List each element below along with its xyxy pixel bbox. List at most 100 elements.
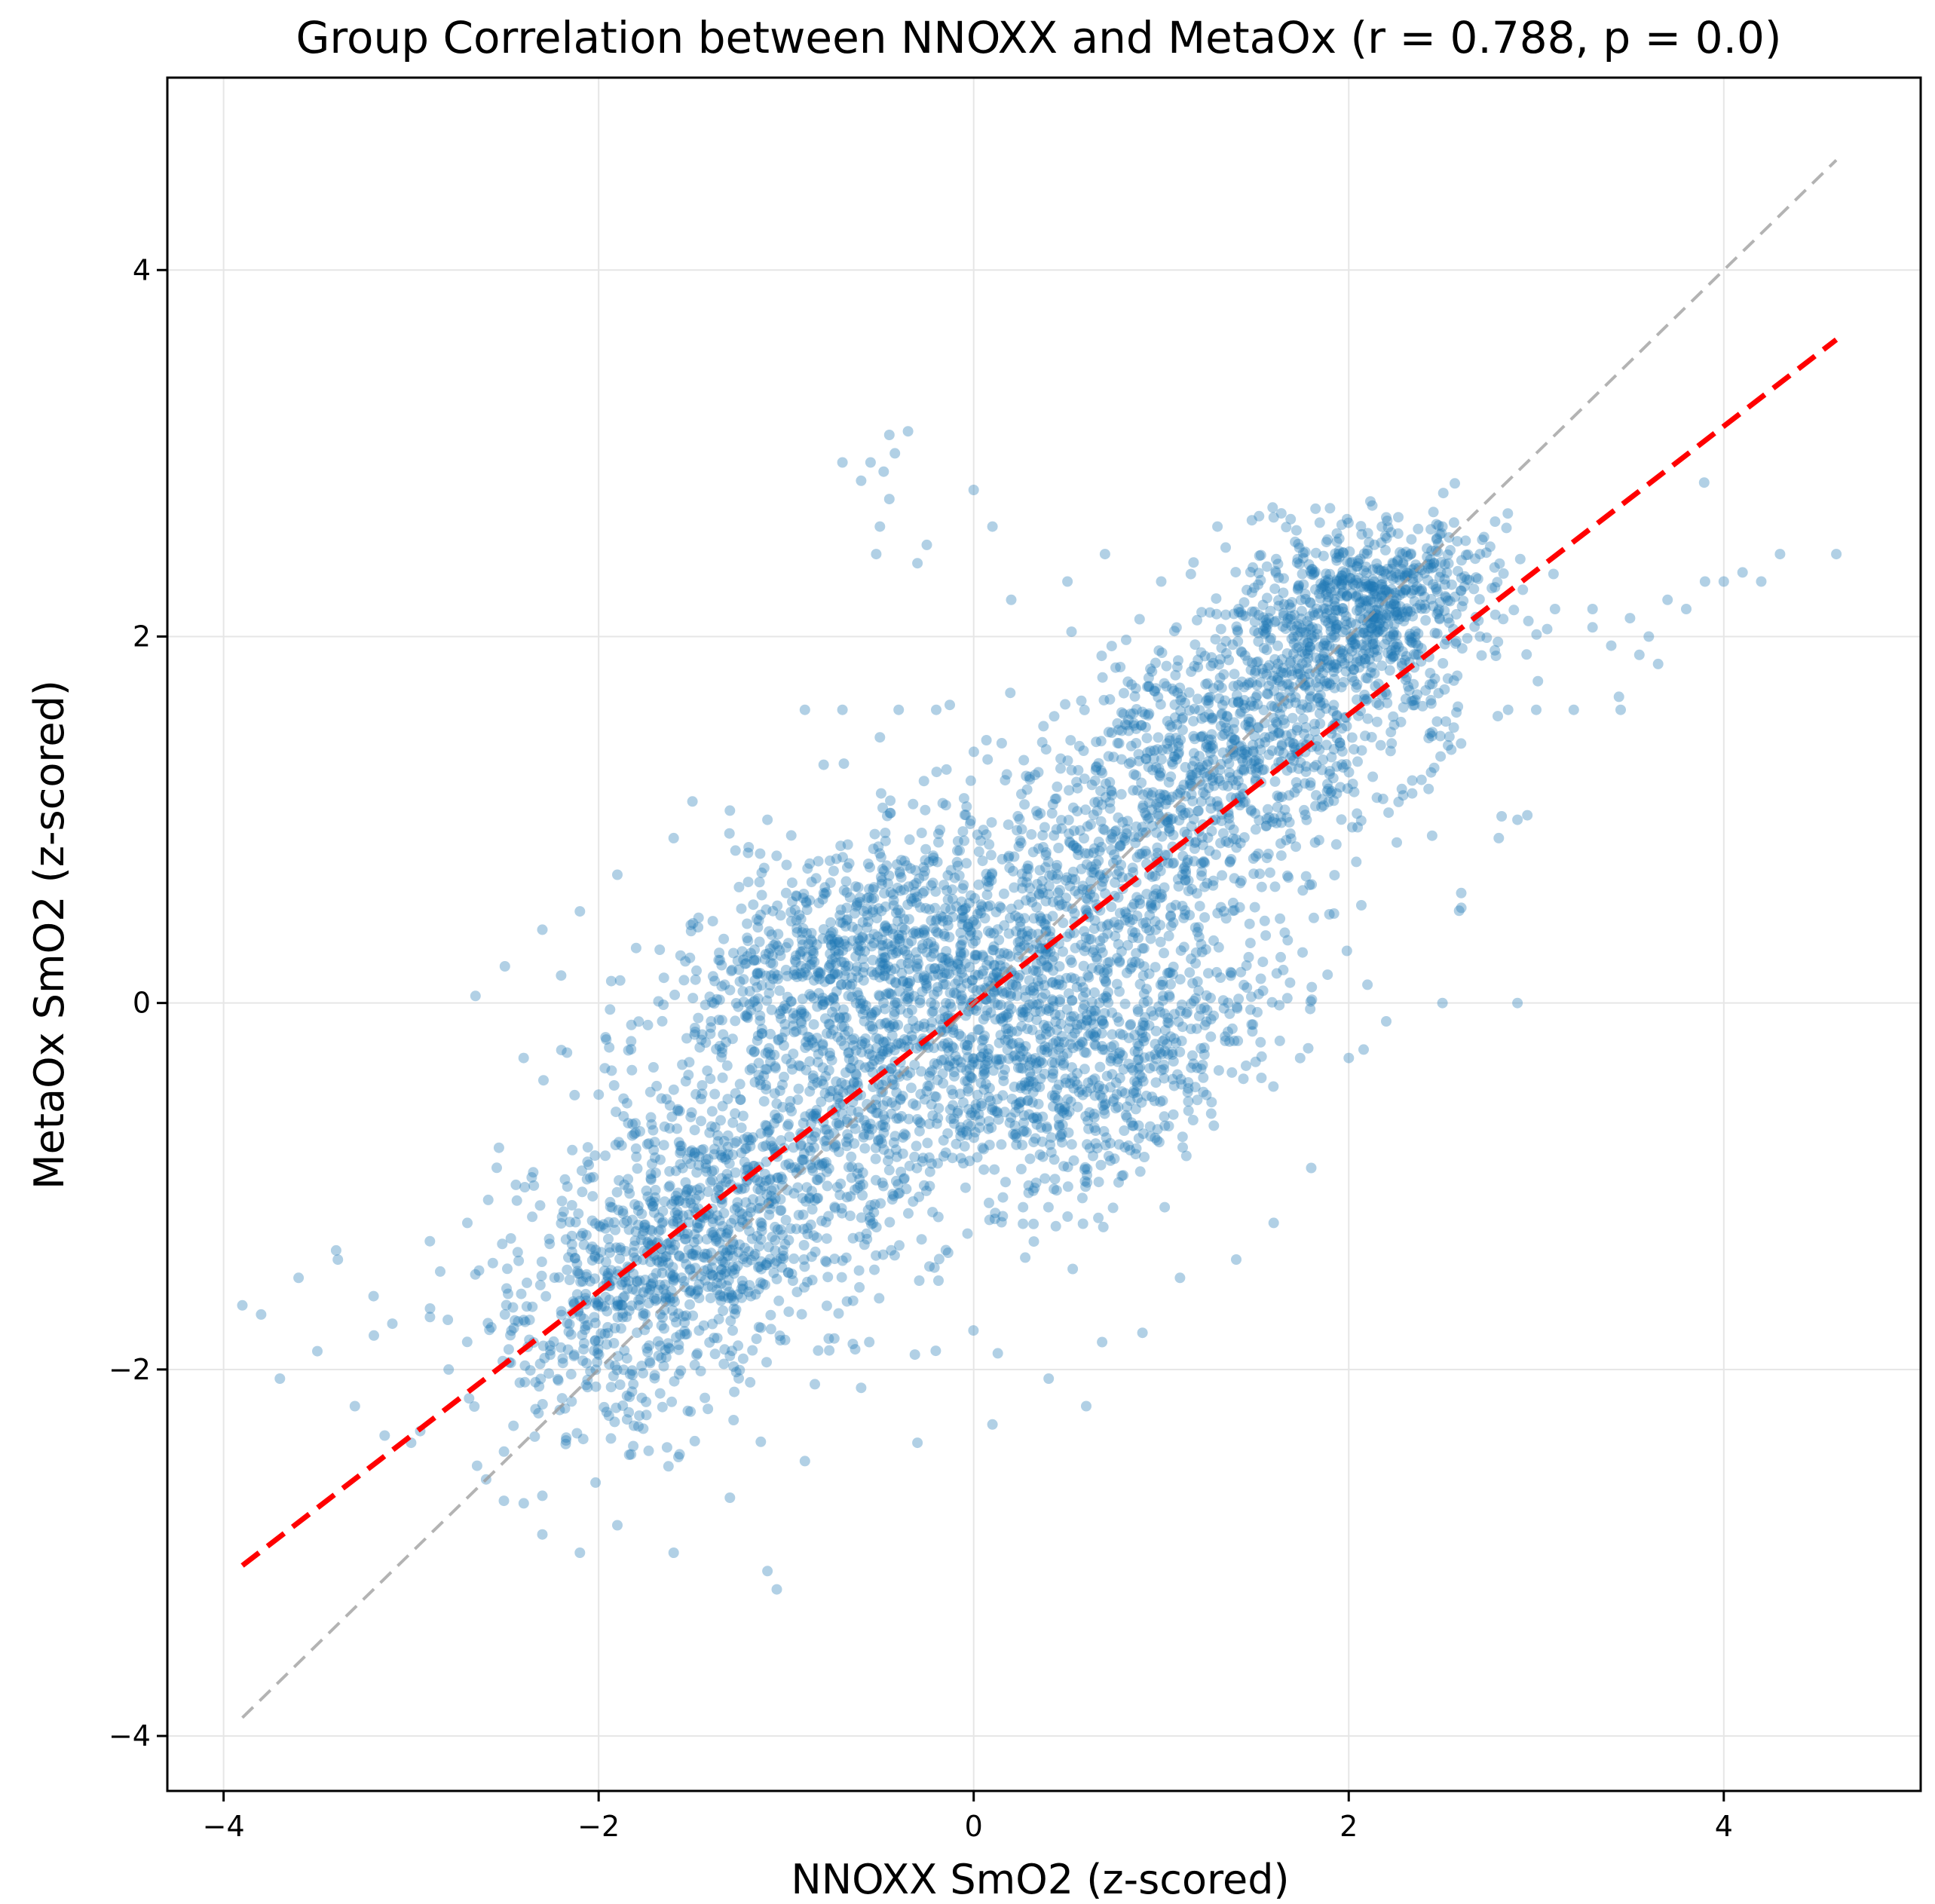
scatter-point bbox=[1400, 693, 1411, 705]
scatter-point bbox=[977, 901, 987, 912]
scatter-point bbox=[917, 887, 929, 898]
scatter-point bbox=[955, 963, 966, 975]
scatter-point bbox=[1113, 1016, 1125, 1027]
scatter-point bbox=[1044, 871, 1055, 882]
scatter-point bbox=[928, 970, 939, 981]
scatter-point bbox=[893, 1038, 904, 1048]
scatter-point bbox=[830, 944, 841, 956]
scatter-point bbox=[1049, 1174, 1061, 1185]
scatter-point bbox=[1246, 806, 1257, 816]
scatter-point bbox=[755, 1010, 766, 1021]
scatter-point bbox=[1088, 867, 1099, 878]
scatter-point bbox=[1283, 872, 1294, 883]
scatter-point bbox=[1082, 1077, 1094, 1088]
scatter-point bbox=[961, 1045, 972, 1055]
scatter-point bbox=[730, 998, 742, 1009]
scatter-point bbox=[1043, 1006, 1055, 1016]
scatter-point bbox=[889, 1009, 900, 1021]
scatter-point bbox=[1423, 563, 1434, 574]
scatter-point bbox=[1256, 1073, 1267, 1083]
scatter-point bbox=[957, 905, 968, 916]
scatter-point bbox=[1097, 767, 1108, 779]
scatter-point bbox=[1189, 922, 1201, 933]
scatter-point bbox=[908, 1015, 918, 1027]
scatter-point bbox=[938, 1134, 949, 1146]
scatter-point bbox=[1358, 1044, 1369, 1055]
scatter-point bbox=[941, 946, 952, 957]
scatter-point bbox=[653, 996, 664, 1007]
scatter-point bbox=[695, 1366, 706, 1376]
scatter-point bbox=[1235, 875, 1247, 886]
scatter-point bbox=[894, 1240, 905, 1251]
scatter-point bbox=[918, 972, 929, 983]
scatter-point bbox=[1097, 947, 1108, 958]
scatter-point bbox=[1036, 1045, 1047, 1056]
scatter-point bbox=[1021, 1084, 1032, 1095]
scatter-point bbox=[1112, 737, 1123, 748]
scatter-point bbox=[969, 1127, 981, 1138]
scatter-point bbox=[914, 994, 926, 1006]
scatter-point bbox=[806, 990, 817, 1002]
scatter-point bbox=[589, 1150, 601, 1162]
scatter-point bbox=[1016, 929, 1027, 940]
scatter-point bbox=[1199, 881, 1210, 892]
scatter-point bbox=[1238, 597, 1250, 608]
scatter-point bbox=[883, 987, 894, 999]
scatter-point bbox=[786, 877, 798, 889]
scatter-point bbox=[844, 1063, 856, 1073]
scatter-point bbox=[827, 1085, 838, 1097]
scatter-point bbox=[1033, 889, 1045, 900]
scatter-point bbox=[1233, 993, 1245, 1005]
scatter-point bbox=[1095, 942, 1107, 954]
scatter-point bbox=[588, 1171, 599, 1183]
scatter-point bbox=[715, 1269, 727, 1281]
scatter-point bbox=[1285, 513, 1297, 525]
scatter-point bbox=[1006, 1026, 1018, 1037]
scatter-point bbox=[1039, 980, 1050, 991]
scatter-point bbox=[772, 973, 783, 984]
scatter-point bbox=[936, 1055, 947, 1066]
scatter-point bbox=[1060, 699, 1071, 710]
scatter-point bbox=[871, 1033, 882, 1044]
scatter-point bbox=[1392, 528, 1404, 539]
scatter-point bbox=[809, 1131, 820, 1142]
scatter-point bbox=[1028, 1236, 1039, 1247]
scatter-point bbox=[733, 881, 745, 892]
scatter-point bbox=[1180, 868, 1192, 879]
scatter-point bbox=[649, 1373, 660, 1384]
scatter-point bbox=[1189, 843, 1200, 854]
scatter-point bbox=[626, 1064, 638, 1076]
scatter-point bbox=[982, 1048, 994, 1059]
scatter-point bbox=[836, 1035, 847, 1046]
scatter-point bbox=[1048, 1001, 1059, 1012]
scatter-point bbox=[1210, 634, 1221, 645]
scatter-point bbox=[960, 1076, 971, 1087]
scatter-point bbox=[1371, 792, 1382, 804]
scatter-point bbox=[632, 1276, 643, 1287]
scatter-point bbox=[886, 1030, 898, 1041]
scatter-point bbox=[1015, 1063, 1027, 1073]
scatter-point bbox=[850, 1184, 860, 1195]
scatter-point bbox=[1041, 960, 1052, 971]
scatter-point bbox=[1039, 988, 1051, 999]
scatter-point bbox=[997, 1211, 1009, 1222]
scatter-point bbox=[862, 903, 873, 914]
scatter-point bbox=[1295, 613, 1306, 624]
scatter-point bbox=[891, 1087, 902, 1098]
scatter-point bbox=[704, 1127, 715, 1138]
scatter-point bbox=[1098, 967, 1110, 978]
scatter-point bbox=[1027, 1024, 1038, 1036]
scatter-point bbox=[1039, 1068, 1050, 1079]
scatter-point bbox=[1050, 979, 1061, 990]
scatter-point bbox=[895, 1093, 906, 1104]
scatter-point bbox=[719, 979, 730, 990]
scatter-point bbox=[1162, 1017, 1174, 1028]
scatter-point bbox=[1206, 825, 1217, 837]
scatter-point bbox=[1098, 823, 1109, 834]
scatter-point bbox=[1040, 862, 1051, 873]
scatter-point bbox=[534, 1200, 546, 1211]
scatter-point bbox=[1106, 901, 1117, 912]
scatter-point bbox=[1073, 1040, 1084, 1051]
scatter-point bbox=[813, 1048, 824, 1060]
scatter-point bbox=[953, 959, 964, 970]
